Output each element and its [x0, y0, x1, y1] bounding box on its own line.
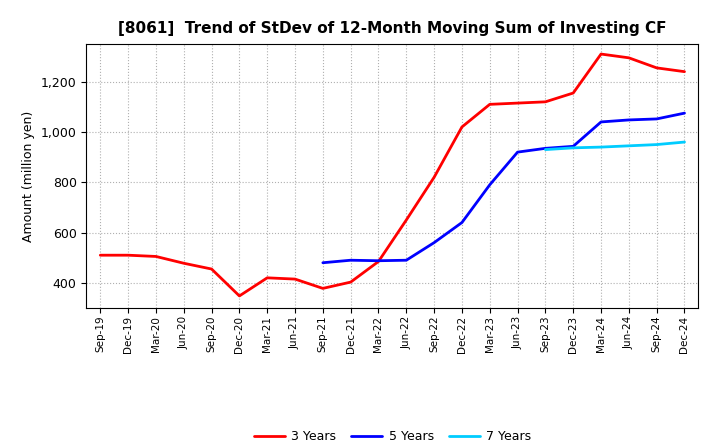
Y-axis label: Amount (million yen): Amount (million yen): [22, 110, 35, 242]
5 Years: [458, 220, 467, 225]
5 Years: [680, 110, 689, 116]
5 Years: [541, 146, 550, 151]
Line: 5 Years: 5 Years: [323, 113, 685, 263]
3 Years: [207, 266, 216, 271]
5 Years: [597, 119, 606, 125]
3 Years: [624, 55, 633, 60]
5 Years: [569, 144, 577, 149]
3 Years: [541, 99, 550, 104]
7 Years: [624, 143, 633, 148]
5 Years: [652, 116, 661, 121]
3 Years: [96, 253, 104, 258]
5 Years: [624, 117, 633, 123]
7 Years: [569, 145, 577, 150]
7 Years: [597, 144, 606, 150]
3 Years: [263, 275, 271, 280]
3 Years: [402, 217, 410, 223]
3 Years: [235, 293, 243, 299]
3 Years: [569, 90, 577, 95]
3 Years: [152, 254, 161, 259]
3 Years: [430, 175, 438, 180]
5 Years: [485, 182, 494, 187]
7 Years: [680, 139, 689, 145]
5 Years: [430, 240, 438, 245]
3 Years: [318, 286, 327, 291]
5 Years: [513, 150, 522, 155]
3 Years: [346, 279, 355, 285]
Title: [8061]  Trend of StDev of 12-Month Moving Sum of Investing CF: [8061] Trend of StDev of 12-Month Moving…: [118, 21, 667, 36]
7 Years: [541, 147, 550, 152]
Legend: 3 Years, 5 Years, 7 Years: 3 Years, 5 Years, 7 Years: [248, 425, 536, 440]
3 Years: [513, 100, 522, 106]
Line: 7 Years: 7 Years: [546, 142, 685, 150]
3 Years: [652, 65, 661, 70]
3 Years: [458, 125, 467, 130]
Line: 3 Years: 3 Years: [100, 54, 685, 296]
3 Years: [291, 276, 300, 282]
3 Years: [179, 260, 188, 266]
5 Years: [402, 257, 410, 263]
3 Years: [680, 69, 689, 74]
7 Years: [652, 142, 661, 147]
5 Years: [374, 258, 383, 264]
3 Years: [374, 259, 383, 264]
5 Years: [346, 257, 355, 263]
3 Years: [124, 253, 132, 258]
3 Years: [485, 102, 494, 107]
3 Years: [597, 51, 606, 57]
5 Years: [318, 260, 327, 265]
